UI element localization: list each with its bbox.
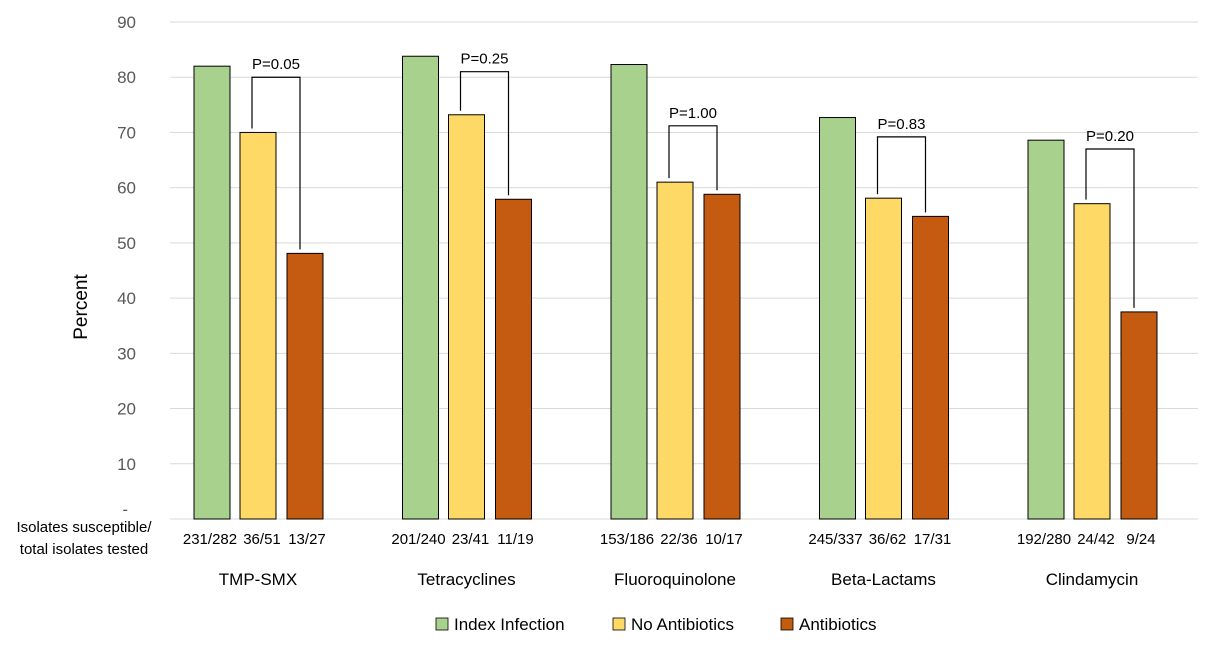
p-bracket-fluoroquinolone [668,125,718,191]
count-label-beta-lactams-2: 17/31 [914,531,952,548]
y-tick-label-80: 80 [117,68,136,87]
legend-swatch-index-infection [435,617,449,631]
bar-beta-lactams-no-antibiotics [865,197,902,520]
legend-label-no-antibiotics: No Antibiotics [631,615,734,634]
y-tick-label-20: 20 [117,400,136,419]
category-label-fluoroquinolone: Fluoroquinolone [614,570,736,589]
bar-fluoroquinolone-no-antibiotics [656,181,694,520]
category-labels: TMP-SMX Tetracyclines Fluoroquinolone Beta-… [219,570,1138,589]
count-label-tmp-smx-1: 36/51 [243,531,281,548]
bar-beta-lactams-antibiotics [912,215,949,520]
y-tick-label-50: 50 [117,234,136,253]
category-label-tetracyclines: Tetracyclines [417,570,515,589]
y-tick-label-90: 90 [117,13,136,32]
legend-swatch-antibiotics [780,617,794,631]
p-value-brackets: P=0.05 P=0.25 P=1.00 P=0.83 P=0.20 [251,51,1135,308]
legend-label-antibiotics: Antibiotics [799,615,876,634]
count-label-fluoroquinolone-2: 10/17 [705,531,743,548]
count-label-beta-lactams-1: 36/62 [869,531,907,548]
legend: Index Infection No Antibiotics Antibiotics [435,615,876,634]
y-tick-label-70: 70 [117,123,136,142]
p-value-fluoroquinolone: P=1.00 [669,105,717,122]
bar-tmp-smx-antibiotics [286,252,324,520]
side-label-line-2: total isolates tested [20,541,148,558]
bar-clindamycin-antibiotics [1120,311,1158,520]
p-bracket-beta-lactams [876,136,927,213]
legend-swatch-no-antibiotics [612,617,626,631]
category-label-tmp-smx: TMP-SMX [219,570,297,589]
count-label-fluoroquinolone-0: 153/186 [600,531,654,548]
bars [193,55,1158,520]
count-label-beta-lactams-0: 245/337 [808,531,862,548]
bar-tetracyclines-no-antibiotics [448,114,485,520]
bar-fluoroquinolone-index-infection [610,64,648,520]
bar-tetracyclines-antibiotics [495,198,532,520]
count-label-tetracyclines-1: 23/41 [452,531,490,548]
legend-label-index-infection: Index Infection [454,615,565,634]
count-label-clindamycin-2: 9/24 [1126,531,1155,548]
category-label-beta-lactams: Beta-Lactams [831,570,936,589]
y-tick-label-40: 40 [117,289,136,308]
p-bracket-clindamycin [1085,148,1135,308]
p-bracket-tetracyclines [459,71,510,196]
count-labels: 231/282 36/51 13/27 201/240 23/41 11/19 153/18… [183,531,1156,548]
count-label-fluoroquinolone-1: 22/36 [660,531,698,548]
category-label-clindamycin: Clindamycin [1046,570,1139,589]
y-axis-label: Percent [71,274,92,340]
y-tick-label-30: 30 [117,344,136,363]
count-label-tmp-smx-2: 13/27 [288,531,326,548]
p-value-clindamycin: P=0.20 [1086,128,1134,145]
p-value-tetracyclines: P=0.25 [461,51,509,68]
y-tick-label-60: 60 [117,179,136,198]
count-label-tmp-smx-0: 231/282 [183,531,237,548]
count-label-clindamycin-1: 24/42 [1077,531,1115,548]
bar-fluoroquinolone-antibiotics [703,193,741,520]
bar-beta-lactams-index-infection [819,117,856,520]
p-value-tmp-smx: P=0.05 [252,56,300,73]
bar-tmp-smx-no-antibiotics [239,131,277,520]
count-label-tetracyclines-0: 201/240 [391,531,445,548]
side-label-line-1: Isolates susceptible/ [16,519,152,536]
p-value-beta-lactams: P=0.83 [878,116,926,133]
y-tick-label-10: 10 [117,455,136,474]
p-bracket-tmp-smx [251,76,301,250]
bar-tmp-smx-index-infection [193,65,231,520]
y-axis-ticks: - 10 20 30 40 50 60 70 80 90 [117,13,136,519]
bar-clindamycin-index-infection [1027,139,1065,520]
count-label-clindamycin-0: 192/280 [1017,531,1071,548]
bar-tetracyclines-index-infection [402,55,439,520]
y-tick-label-0: - [122,500,128,519]
bar-clindamycin-no-antibiotics [1073,203,1111,520]
count-label-tetracyclines-2: 11/19 [497,531,533,548]
